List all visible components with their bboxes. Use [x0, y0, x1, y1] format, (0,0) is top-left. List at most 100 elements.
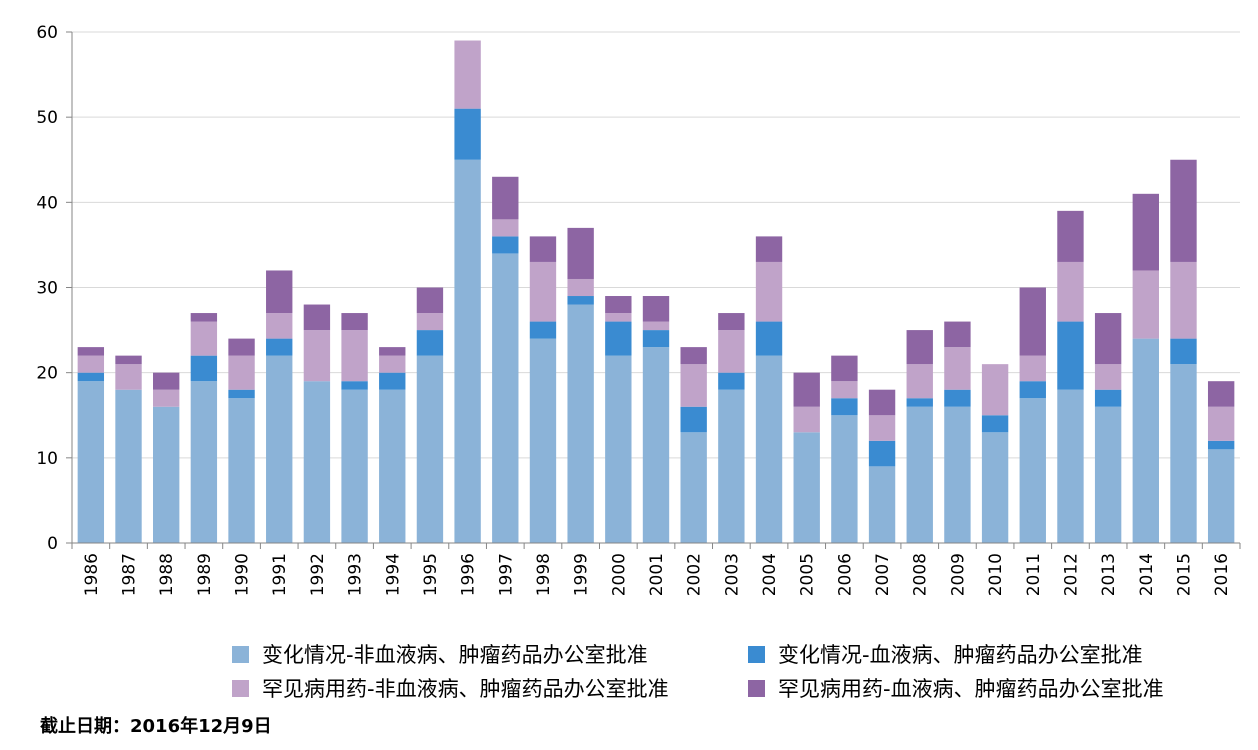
bar-segment-series-4-2008 — [906, 330, 933, 365]
y-tick-label: 40 — [36, 193, 58, 213]
bar-segment-series-3-2014 — [1132, 270, 1159, 339]
bar-segment-series-2-1986 — [77, 372, 105, 382]
bar-segment-series-3-1995 — [416, 313, 444, 331]
bar-segment-series-1-1998 — [529, 338, 557, 543]
bar-segment-series-4-2002 — [680, 347, 707, 365]
bar-segment-series-2-2008 — [906, 398, 933, 407]
bar-segment-series-3-1987 — [115, 364, 142, 390]
bar-segment-series-2-2001 — [642, 330, 670, 348]
bar-segment-series-1-2016 — [1207, 449, 1235, 543]
axes — [66, 31, 1241, 549]
bar-segment-series-3-1993 — [341, 330, 368, 382]
x-tick-label: 1996 — [459, 553, 479, 596]
bar-segment-series-4-2013 — [1094, 313, 1122, 365]
x-tick-label: 2000 — [609, 553, 629, 596]
x-tick-label: 1990 — [233, 553, 253, 596]
bar-segment-series-1-2004 — [755, 355, 783, 543]
x-tick-label: 2006 — [835, 553, 855, 596]
bar-segment-series-4-1999 — [567, 227, 594, 279]
bar-segment-series-3-2005 — [793, 406, 820, 433]
bar-segment-series-2-1995 — [416, 330, 444, 356]
bar-segment-series-3-1992 — [303, 330, 331, 382]
bar-segment-series-2-1991 — [266, 338, 293, 356]
x-tick-label: 1991 — [270, 553, 290, 596]
legend-label: 变化情况-非血液病、肿瘤药品办公室批准 — [262, 643, 648, 667]
bar-segment-series-4-1986 — [77, 347, 105, 356]
bar-segment-series-1-1989 — [190, 381, 218, 543]
y-tick-label: 0 — [47, 534, 58, 554]
x-tick-label: 2004 — [760, 553, 780, 596]
bar-segment-series-3-2015 — [1170, 261, 1197, 339]
bar-segment-series-3-2008 — [906, 364, 933, 399]
bar-segment-series-2-2007 — [868, 440, 896, 467]
bar-segment-series-2-1994 — [379, 372, 406, 390]
x-tick-label: 2010 — [986, 553, 1006, 596]
bar-segment-series-3-1997 — [492, 219, 519, 237]
bar-segment-series-4-2001 — [642, 296, 670, 322]
bar-segment-series-1-2000 — [605, 355, 632, 543]
y-tick-label: 20 — [36, 364, 58, 384]
x-tick-label: 2012 — [1061, 553, 1081, 596]
bar-segment-series-1-2012 — [1057, 389, 1084, 543]
bar-segment-series-4-2005 — [793, 372, 820, 407]
y-tick-label: 50 — [36, 108, 58, 128]
bar-segment-series-4-2014 — [1132, 193, 1159, 271]
bar-segment-series-1-1990 — [228, 398, 255, 543]
x-tick-label: 1987 — [120, 553, 140, 596]
bar-segment-series-4-2003 — [718, 313, 745, 331]
bar-segment-series-1-1996 — [454, 159, 481, 543]
bar-segment-series-4-1992 — [303, 304, 331, 331]
bar-segment-series-1-1997 — [492, 253, 519, 543]
bar-segment-series-3-2001 — [642, 321, 670, 331]
bar-segment-series-4-1995 — [416, 287, 444, 314]
bar-segment-series-1-2002 — [680, 432, 707, 543]
bar-segment-series-4-2012 — [1057, 210, 1084, 262]
bar-segment-series-3-2003 — [718, 330, 745, 373]
bar-segment-series-1-1999 — [567, 304, 594, 543]
bar-segment-series-3-1989 — [190, 321, 218, 356]
bar-segment-series-2-2009 — [944, 389, 971, 407]
bar-segment-series-1-1987 — [115, 389, 142, 543]
y-tick-label: 10 — [36, 449, 58, 469]
bar-segment-series-3-2006 — [831, 381, 858, 399]
bar-segment-series-1-2007 — [868, 466, 896, 543]
bar-segment-series-3-2011 — [1019, 355, 1046, 382]
cutoff-date-note: 截止日期：2016年12月9日 — [40, 716, 272, 737]
bar-segment-series-4-2007 — [868, 389, 896, 416]
bar-segment-series-3-2004 — [755, 261, 783, 322]
x-tick-label: 2001 — [647, 553, 667, 596]
bar-segment-series-3-1991 — [266, 313, 293, 339]
bar-segment-series-4-1989 — [190, 313, 218, 322]
bar-segment-series-2-2004 — [755, 321, 783, 356]
bar-segment-series-3-2012 — [1057, 261, 1084, 322]
bar-segment-series-4-1988 — [153, 372, 180, 390]
bar-segment-series-3-1999 — [567, 278, 594, 297]
x-tick-label: 1993 — [346, 553, 366, 596]
bars — [77, 40, 1235, 543]
bar-segment-series-4-1993 — [341, 313, 368, 331]
bar-segment-series-1-2013 — [1094, 406, 1122, 543]
bar-segment-series-2-2000 — [605, 321, 632, 356]
bar-segment-series-1-2009 — [944, 406, 971, 543]
x-tick-label: 1999 — [572, 553, 592, 596]
bar-segment-series-1-1986 — [77, 381, 105, 543]
legend-swatch — [748, 680, 765, 697]
x-tick-label: 1994 — [383, 553, 403, 596]
y-tick-labels: 0 10 20 30 40 50 60 — [36, 23, 58, 554]
bar-segment-series-1-1992 — [303, 381, 331, 543]
bar-segment-series-2-1996 — [454, 108, 481, 160]
bar-segment-series-2-1989 — [190, 355, 218, 382]
x-tick-labels: 1986 1987 1988 1989 1990 1991 1992 1993 1994 1995… — [82, 553, 1232, 596]
bar-segment-series-1-2001 — [642, 347, 670, 543]
x-tick-label: 2015 — [1174, 553, 1194, 596]
bar-segment-series-1-2014 — [1132, 338, 1159, 543]
bar-segment-series-3-2009 — [944, 347, 971, 390]
x-tick-label: 2002 — [685, 553, 705, 596]
bar-segment-series-4-2009 — [944, 321, 971, 348]
x-tick-label: 1989 — [195, 553, 215, 596]
x-tick-label: 2016 — [1212, 553, 1232, 596]
x-tick-label: 2013 — [1099, 553, 1119, 596]
x-tick-label: 2008 — [911, 553, 931, 596]
legend-swatch — [232, 646, 249, 663]
